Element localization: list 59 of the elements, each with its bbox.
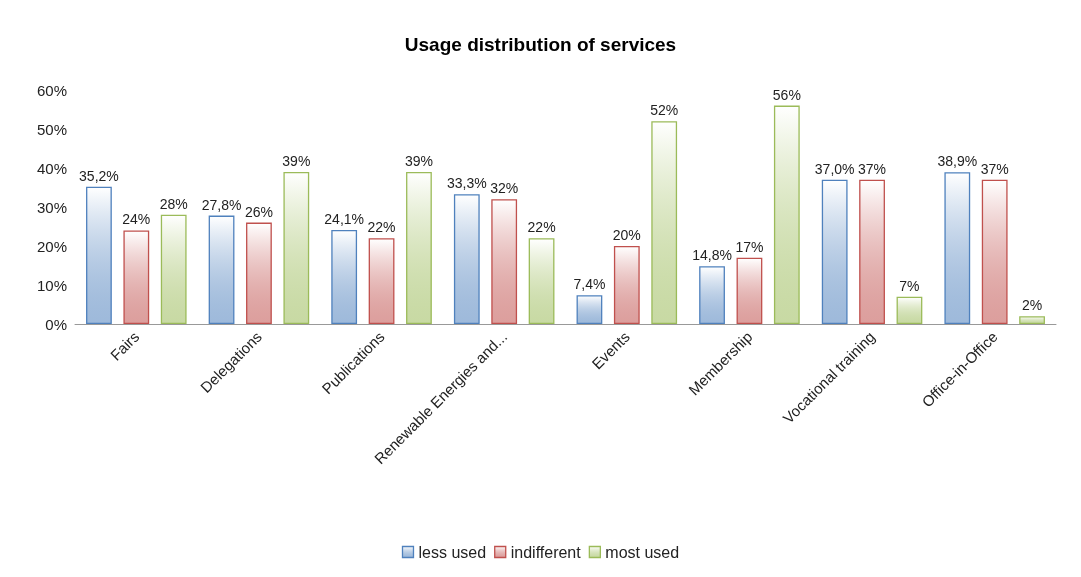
- data-label: 32%: [490, 180, 519, 197]
- legend-label: less used: [418, 543, 487, 561]
- legend-label: indifferent: [510, 543, 582, 561]
- bar: [123, 230, 150, 324]
- bar: [331, 230, 358, 324]
- legend-label: most used: [605, 543, 680, 561]
- bar: [491, 199, 518, 324]
- bar: [453, 194, 480, 324]
- bar: [576, 295, 603, 324]
- bar: [368, 238, 395, 324]
- y-tick-label: 60%: [36, 81, 67, 99]
- y-tick-label: 10%: [36, 276, 67, 294]
- bar: [773, 105, 800, 324]
- data-label: 22%: [367, 219, 396, 236]
- data-label: 37,0%: [814, 160, 855, 177]
- y-tick-label: 50%: [36, 120, 67, 138]
- bar: [406, 171, 432, 324]
- bar: [283, 171, 310, 324]
- y-tick-label: 40%: [36, 159, 67, 177]
- bar: [699, 266, 725, 324]
- data-label: 24,1%: [324, 211, 365, 228]
- y-tick-label: 20%: [36, 237, 67, 255]
- chart-title: Usage distribution of services: [404, 34, 677, 55]
- bar: [981, 179, 1008, 324]
- bar: [246, 222, 272, 324]
- data-label: 14,8%: [692, 247, 732, 264]
- bar: [736, 257, 763, 324]
- data-label: 22%: [527, 219, 556, 236]
- bar: [160, 214, 187, 324]
- y-tick-label: 0%: [45, 315, 67, 333]
- bar: [1019, 316, 1045, 324]
- data-label: 24%: [122, 211, 151, 228]
- data-label: 39%: [404, 152, 433, 169]
- data-label: 26%: [244, 203, 273, 220]
- data-label: 17%: [735, 238, 764, 255]
- bar: [821, 179, 848, 324]
- bar: [896, 296, 923, 324]
- data-label: 38,9%: [937, 153, 978, 170]
- data-label: 28%: [159, 195, 188, 212]
- bar: [651, 121, 678, 324]
- data-label: 35,2%: [79, 167, 119, 184]
- data-label: 27,8%: [201, 196, 242, 213]
- bar: [944, 172, 971, 324]
- data-label: 7,4%: [573, 276, 606, 293]
- data-label: 7%: [899, 277, 920, 294]
- data-label: 33,3%: [446, 175, 487, 192]
- data-label: 37%: [980, 160, 1009, 177]
- bar: [86, 186, 112, 324]
- bar: [528, 238, 555, 324]
- data-label: 39%: [282, 152, 311, 169]
- data-label: 20%: [612, 227, 641, 243]
- data-label: 56%: [772, 86, 801, 103]
- bar: [859, 179, 885, 324]
- bar: [613, 246, 640, 324]
- data-label: 52%: [650, 102, 679, 119]
- data-label: 2%: [1021, 297, 1043, 314]
- data-label: 37%: [858, 160, 887, 177]
- y-tick-label: 30%: [36, 198, 67, 216]
- bar: [208, 215, 235, 324]
